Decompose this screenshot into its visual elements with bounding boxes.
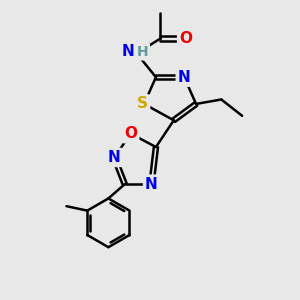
Text: O: O (124, 126, 137, 141)
Text: S: S (137, 96, 148, 111)
Text: N: N (108, 150, 121, 165)
Text: N: N (122, 44, 135, 59)
Text: O: O (179, 31, 192, 46)
Text: H: H (137, 45, 148, 59)
Text: N: N (145, 177, 158, 192)
Text: N: N (178, 70, 190, 85)
